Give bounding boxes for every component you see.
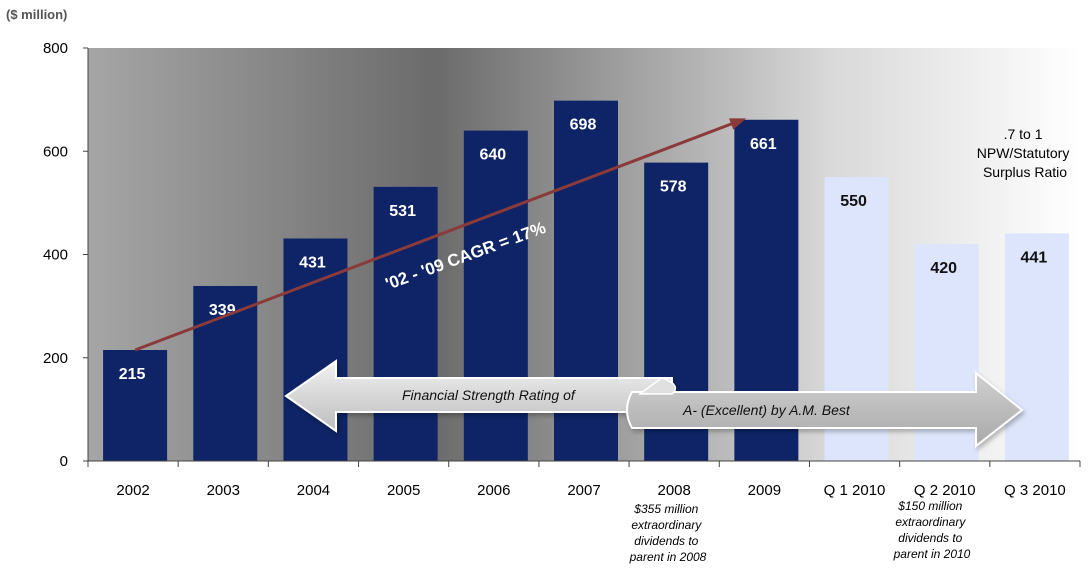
bar-value-label: 550 <box>840 193 867 210</box>
bar-2002 <box>103 350 168 461</box>
unit-label: ($ million) <box>6 7 67 22</box>
y-tick-label: 0 <box>60 453 68 470</box>
bar-value-label: 531 <box>389 203 416 220</box>
x-tick-label: Q 2 2010 <box>914 482 976 499</box>
rating-arrow <box>284 359 1024 449</box>
trend-line <box>134 118 743 352</box>
annotation-2008-line-3: dividends to <box>634 534 698 548</box>
y-tick-label: 800 <box>43 40 68 57</box>
bar-value-label: 441 <box>1021 249 1048 266</box>
x-tick-label: 2006 <box>477 482 510 499</box>
trend-arrowhead <box>729 118 747 130</box>
rating-arrow-right <box>626 370 1024 449</box>
bar-2005 <box>373 186 438 461</box>
ratio-note: .7 to 1 NPW/Statutory Surplus Ratio <box>977 126 1073 180</box>
annotation-2008-line-4: parent in 2008 <box>629 550 707 564</box>
ratio-note-line-1: .7 to 1 <box>1004 126 1043 142</box>
bar-value-label: 215 <box>119 366 146 383</box>
annotation-2008-line-1: $355 million <box>633 502 698 516</box>
x-tick-label: Q 1 2010 <box>824 482 886 499</box>
bar-value-label: 640 <box>479 147 506 164</box>
ratio-note-line-2: NPW/Statutory <box>977 145 1070 161</box>
rating-arrow-right-text: A- (Excellent) by A.M. Best <box>682 402 851 418</box>
x-tick-label: 2009 <box>748 482 781 499</box>
rating-arrow-left-text: Financial Strength Rating of <box>402 387 577 403</box>
ratio-note-line-3: Surplus Ratio <box>983 164 1067 180</box>
bar-q-3-2010 <box>1004 233 1069 461</box>
annotation-2008: $355 million extraordinary dividends to … <box>629 502 707 564</box>
bar-value-label: 698 <box>570 117 597 134</box>
y-axis: 0 200 400 600 800 <box>43 40 89 470</box>
bar-value-label: 661 <box>750 136 777 153</box>
x-tick-label: Q 3 2010 <box>1004 482 1066 499</box>
x-tick-label: 2004 <box>297 482 330 499</box>
annotation-q2-2010-line-4: parent in 2010 <box>893 547 971 561</box>
annotation-q2-2010-line-2: extraordinary <box>895 515 966 529</box>
annotation-2008-line-2: extraordinary <box>631 518 702 532</box>
y-tick-label: 200 <box>43 350 68 367</box>
rating-arrow-fold <box>637 377 677 395</box>
bar-value-label: 578 <box>660 179 687 196</box>
y-tick-label: 400 <box>43 247 68 264</box>
x-tick-label: 2007 <box>567 482 600 499</box>
x-tick-label: 2002 <box>116 482 149 499</box>
bar-value-label: 431 <box>299 254 326 271</box>
x-tick-label: 2008 <box>657 482 690 499</box>
annotation-q2-2010: $150 million extraordinary dividends to … <box>893 499 971 561</box>
annotation-q2-2010-line-1: $150 million <box>897 499 962 513</box>
x-axis: 2002 2003 2004 2005 2006 2007 2008 2009 Q 1 2010… <box>87 460 1081 499</box>
annotation-q2-2010-line-3: dividends to <box>898 531 962 545</box>
y-tick-label: 600 <box>43 143 68 160</box>
bar-value-label: 420 <box>930 260 957 277</box>
x-tick-label: 2003 <box>207 482 240 499</box>
x-tick-label: 2005 <box>387 482 420 499</box>
